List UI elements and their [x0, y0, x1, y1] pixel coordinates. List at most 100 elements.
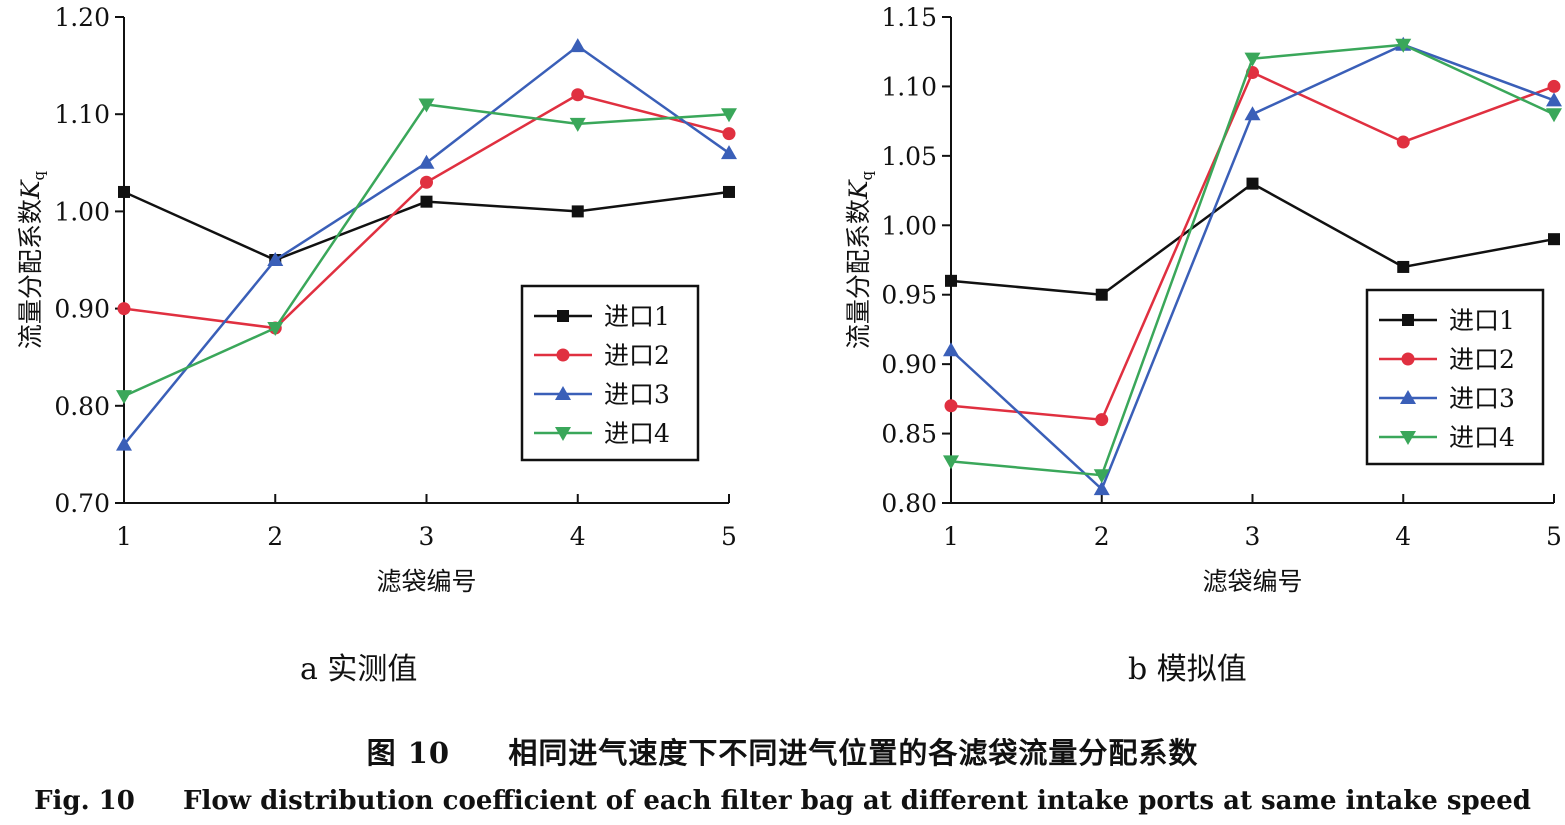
chart-b-ytick-label: 0.90: [881, 350, 937, 379]
chart-b-legend-label: 进口1: [1449, 306, 1515, 335]
chart-a-series-3-point: [569, 38, 586, 53]
chart-a-xtick-label: 3: [419, 522, 435, 551]
chart-a-xtick-label: 4: [570, 522, 586, 551]
subplot-b-caption: b 模拟值: [1128, 652, 1247, 687]
chart-b-legend-label: 进口2: [1449, 345, 1515, 374]
chart-b-y-label-sub: q: [858, 170, 876, 180]
caption-cn: 图 10 相同进气速度下不同进气位置的各滤袋流量分配系数: [0, 730, 1565, 772]
chart-b-series-4-point: [943, 455, 959, 470]
chart-a-legend-marker: [555, 386, 571, 400]
chart-a-series-4-point: [116, 390, 132, 405]
chart-a-xtick-label: 2: [267, 522, 283, 551]
chart-b-legend-label: 进口3: [1449, 384, 1515, 413]
chart-a-legend-marker: [556, 348, 570, 362]
chart-b-series-1-point: [945, 274, 957, 287]
chart-a-ytick-label: 1.10: [54, 100, 110, 129]
caption-cn-prefix: 图 10: [366, 736, 451, 770]
chart-b-legend-label: 进口4: [1449, 423, 1515, 452]
chart-b-y-label: 流量分配系数Kq: [844, 170, 876, 349]
chart-a-series-2-point: [420, 175, 433, 189]
chart-a-series-3-point: [267, 252, 284, 266]
chart-a-x-label: 滤袋编号: [376, 567, 476, 596]
chart-a-legend-label: 进口2: [604, 341, 670, 370]
chart-b-xtick-label: 4: [1395, 522, 1411, 551]
chart-a: 0.70 0.80 0.90 1.00 1.10 1.20 1 2 3 4 5 滤袋编号 流量分配系数K…: [16, 3, 737, 596]
chart-a-series-1-point: [723, 185, 735, 198]
chart-b-series-3-point: [943, 342, 959, 357]
chart-a-series-4-point: [721, 108, 737, 123]
chart-b-ytick-label: 1.10: [881, 72, 937, 101]
chart-a-series-4-point: [569, 117, 586, 132]
chart-b-series-1-point: [1095, 288, 1108, 301]
chart-a-xtick-label: 5: [721, 522, 737, 551]
chart-b-series-4-point: [1395, 38, 1412, 53]
chart-b-xtick-label: 5: [1546, 522, 1562, 551]
chart-a-series-3-point: [116, 436, 132, 451]
chart-b-legend-marker: [1402, 314, 1414, 326]
chart-a-ytick-label: 0.70: [54, 489, 110, 518]
chart-b-series-4-point: [1244, 52, 1261, 67]
chart-b-legend: 进口1 进口2 进口3 进口4: [1365, 288, 1545, 466]
chart-b-series-3-point: [1546, 92, 1562, 107]
chart-b-legend-marker: [1401, 352, 1415, 366]
chart-b-series-3-point: [1244, 106, 1261, 121]
chart-a-series-2-point: [571, 88, 585, 102]
caption-en: Fig. 10 Flow distribution coefficient of…: [0, 786, 1565, 816]
chart-a-y-label-var: K: [16, 179, 45, 200]
chart-b-series-1-point: [1246, 177, 1259, 190]
chart-b-series-1-line: [950, 182, 1555, 297]
chart-b-ytick-label: 1.15: [881, 3, 937, 32]
chart-b-series-1-point: [1548, 233, 1560, 246]
chart-a-series-2-point: [117, 302, 131, 316]
chart-a-series-4-point: [267, 322, 284, 337]
chart-b-series-2-point: [944, 399, 958, 413]
chart-a-legend: 进口1 进口2 进口3 进口4: [520, 284, 700, 462]
chart-a-y-label: 流量分配系数Kq: [16, 170, 48, 349]
chart-b-series-2-point: [1396, 135, 1410, 149]
chart-b-series-3-point: [1093, 481, 1110, 496]
chart-b-series-2-point: [1095, 413, 1109, 427]
chart-b-ytick-label: 1.00: [881, 211, 937, 240]
chart-a-series-2-point: [722, 127, 736, 141]
caption-en-prefix: Fig. 10: [34, 786, 135, 816]
chart-a-legend-label: 进口4: [604, 419, 670, 448]
chart-a-ytick-label: 0.90: [54, 295, 110, 324]
caption-cn-text: 相同进气速度下不同进气位置的各滤袋流量分配系数: [508, 736, 1199, 770]
chart-b-legend-marker: [1400, 390, 1416, 404]
chart-b-y-label-main: 流量分配系数: [844, 199, 873, 349]
chart-a-series-1-point: [118, 185, 130, 198]
chart-a-series-3-point: [721, 145, 737, 160]
figure-canvas: 0.700.800.901.001.101.201 2 3 4 5滤袋编号流量分配系数K…: [16, 3, 1562, 596]
chart-b-ytick-label: 1.05: [881, 142, 937, 171]
chart-a-legend-marker: [555, 427, 571, 441]
chart-b-series-1-point: [1397, 260, 1410, 273]
chart-a-series-1-point: [571, 205, 584, 218]
chart-b-x-label: 滤袋编号: [1202, 567, 1302, 596]
chart-b-ytick-label: 0.80: [881, 489, 937, 518]
chart-a-series-4-point: [418, 98, 435, 113]
chart-b-ytick-label: 0.85: [881, 420, 937, 449]
chart-a-series-3-point: [418, 154, 435, 169]
chart-b-series-4-point: [1093, 469, 1110, 484]
chart-b-series-4-point: [1546, 108, 1562, 123]
chart-a-xtick-label: 1: [116, 522, 132, 551]
caption-en-text: Flow distribution coefficient of each fi…: [183, 786, 1531, 816]
chart-b-xtick-label: 1: [943, 522, 959, 551]
chart-a-legend-marker: [557, 310, 569, 322]
chart-a-y-label-main: 流量分配系数: [16, 199, 45, 349]
chart-b-legend-marker: [1400, 431, 1416, 445]
chart-b-series-2-point: [1547, 79, 1561, 93]
chart-b-xtick-label: 3: [1245, 522, 1261, 551]
chart-b-xtick-label: 2: [1094, 522, 1110, 551]
chart-a-legend-label: 进口1: [604, 302, 670, 331]
chart-a-legend-label: 进口3: [604, 380, 670, 409]
chart-a-ytick-label: 1.00: [54, 197, 110, 226]
subplot-a-caption: a 实测值: [300, 652, 418, 687]
chart-a-ytick-label: 1.20: [54, 3, 110, 32]
chart-b: 0.80 0.85 0.90 0.95 1.00 1.05 1.10 1.15 1 2 3 4 5 滤袋编…: [844, 3, 1562, 596]
chart-a-ytick-label: 0.80: [54, 392, 110, 421]
chart-b-y-label-var: K: [844, 179, 873, 200]
chart-b-ytick-label: 0.95: [881, 281, 937, 310]
chart-a-y-label-sub: q: [30, 170, 48, 180]
chart-a-series-1-point: [420, 195, 433, 208]
